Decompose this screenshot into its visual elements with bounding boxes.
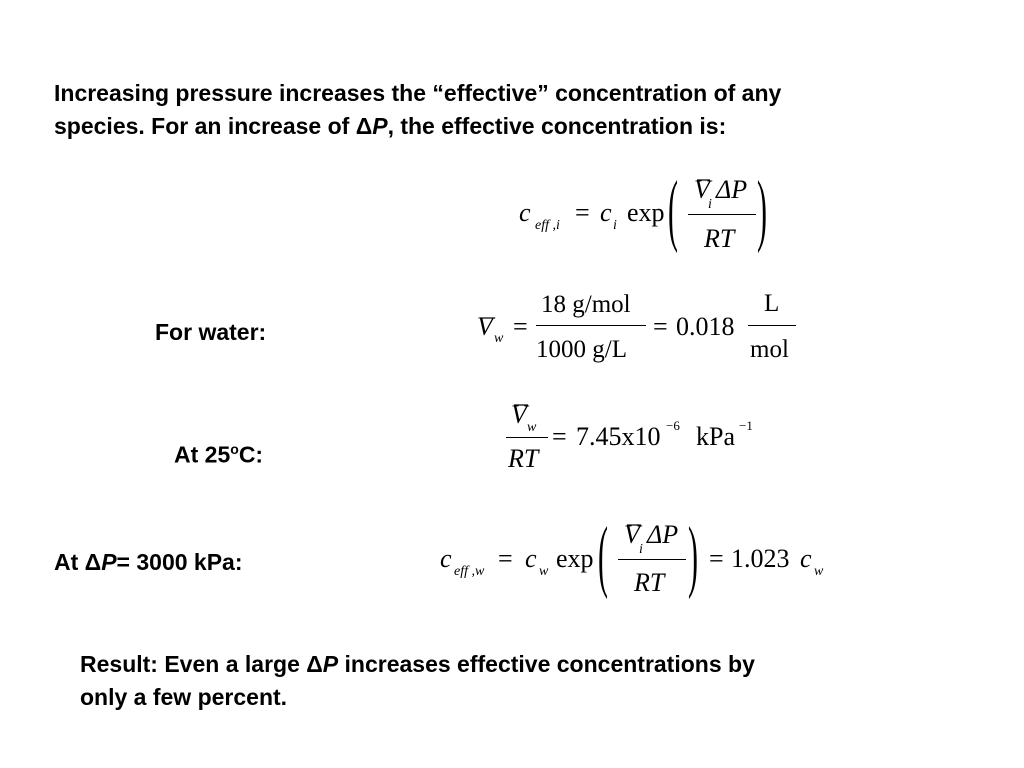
result-text-a: Result: Even a large <box>80 651 307 677</box>
eq2-cw-subscript: w <box>539 564 549 579</box>
water-v: V <box>477 312 493 341</box>
eq1-equals: = <box>575 198 590 227</box>
temp-unit: kPa <box>696 422 735 451</box>
eq2-num-v: V <box>624 520 640 549</box>
water-num1: 18 g/mol <box>541 291 631 318</box>
eq2-num-v-subscript: i <box>639 542 643 557</box>
eq1-exp: exp <box>627 198 665 227</box>
pressure-symbol: P <box>372 113 388 139</box>
water-v-subscript: w <box>494 331 504 346</box>
pressure-symbol: P <box>101 549 117 575</box>
eq2-equals-2: = <box>709 544 724 573</box>
eq2-left-paren: ( <box>598 512 608 602</box>
pressure-text-a: At <box>54 549 85 575</box>
eq1-subscript: eff ,i <box>535 218 560 233</box>
eq1-num-dp: ΔP <box>716 175 748 204</box>
eq2-result-c: c <box>800 544 812 573</box>
eq2-num-dp: ΔP <box>647 520 679 549</box>
water-label: For water: <box>155 319 267 345</box>
temperature-text: At 25 <box>174 441 231 468</box>
eq1-right-paren: ) <box>757 166 767 256</box>
eq2-result: 1.023 <box>731 544 790 573</box>
water-num2: L <box>764 290 780 317</box>
water-equals-2: = <box>653 312 668 341</box>
temp-unit-exponent: −1 <box>739 418 753 433</box>
result-line-2: only a few percent. <box>80 684 288 710</box>
eq1-ci: c <box>600 198 612 227</box>
delta-symbol: Δ <box>84 549 102 575</box>
eq2-right-paren: ) <box>688 512 698 602</box>
eq1-c: c <box>519 198 531 227</box>
water-equals: = <box>513 312 528 341</box>
eq2-c: c <box>440 544 452 573</box>
pressure-symbol: P <box>322 651 339 677</box>
water-den2: mol <box>750 336 789 363</box>
degree-symbol: o <box>230 441 239 457</box>
delta-symbol: Δ <box>306 651 323 677</box>
temperature-unit: C: <box>238 441 264 468</box>
eq1-left-paren: ( <box>668 166 678 256</box>
eq2-result-subscript: w <box>814 564 824 579</box>
eq2-subscript: eff ,w <box>454 564 485 579</box>
delta-symbol: Δ <box>355 113 373 139</box>
result-line-1: Result: Even a large ΔP increases effect… <box>80 648 755 681</box>
eq2-equals: = <box>498 544 513 573</box>
water-den1: 1000 g/L <box>536 336 627 363</box>
eq1-den: RT <box>704 224 735 253</box>
temp-num-v: V <box>511 400 527 429</box>
temp-equals: = <box>552 422 567 451</box>
eq2-cw: c <box>525 544 537 573</box>
eq1-fraction-bar <box>688 214 756 215</box>
water-value: 0.018 <box>676 312 735 341</box>
temp-value-exponent: −6 <box>666 418 680 433</box>
temp-value: 7.45x10 <box>576 422 661 451</box>
intro-text-b: , the effective concentration is: <box>387 113 727 139</box>
eq1-ci-subscript: i <box>613 218 617 233</box>
eq1-num-v-subscript: i <box>708 197 712 212</box>
eq2-fraction-bar <box>618 559 686 560</box>
intro-line-2: species. For an increase of ΔP, the effe… <box>54 110 726 143</box>
eq1-num-v: V <box>694 175 710 204</box>
temp-fraction-bar <box>506 437 548 438</box>
pressure-label: At ΔP= 3000 kPa: <box>54 546 243 579</box>
eq2-exp: exp <box>556 544 594 573</box>
temp-den: RT <box>508 444 539 473</box>
water-fraction-bar-2 <box>748 325 796 326</box>
pressure-text-b: = 3000 kPa: <box>116 549 243 575</box>
temp-num-v-subscript: w <box>527 420 537 435</box>
intro-line-1: Increasing pressure increases the “effec… <box>54 80 782 106</box>
result-text-b: increases effective concentrations by <box>338 651 755 677</box>
intro-text-a: species. For an increase of <box>54 113 356 139</box>
temperature-label: At 25oC: <box>174 433 263 472</box>
water-fraction-bar-1 <box>536 325 646 326</box>
eq2-den: RT <box>634 568 665 597</box>
